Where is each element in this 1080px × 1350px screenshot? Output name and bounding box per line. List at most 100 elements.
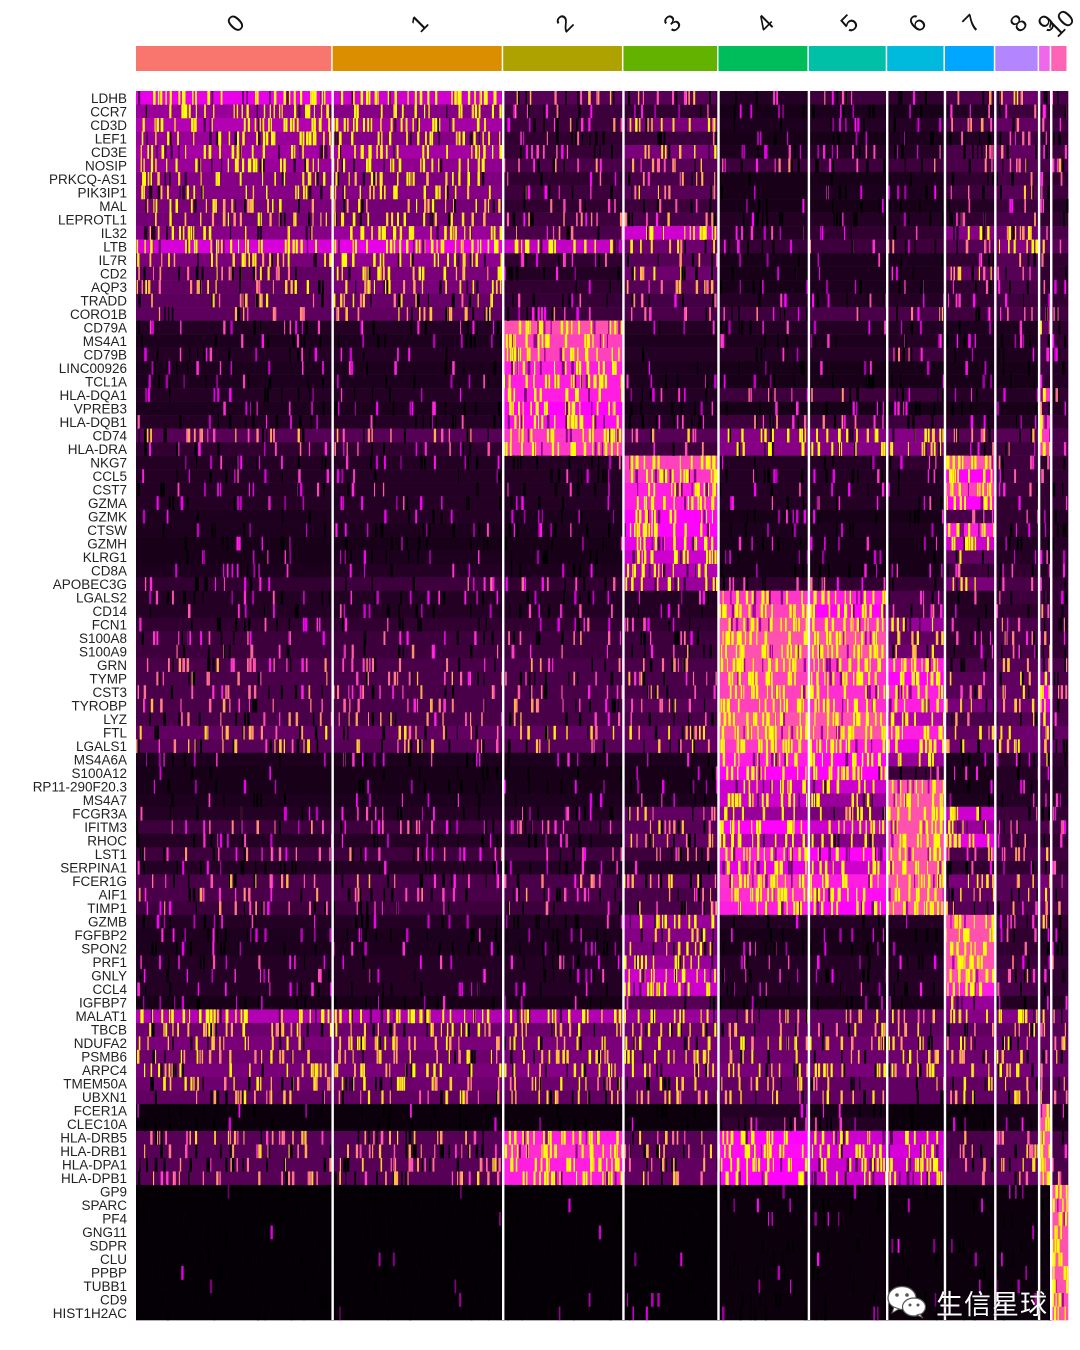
cell-streak	[702, 415, 704, 429]
cell-streak	[158, 307, 161, 321]
cell-streak	[521, 415, 523, 429]
cell-streak	[461, 212, 465, 227]
cell-streak	[539, 361, 542, 375]
cell-streak	[704, 239, 707, 254]
cell-streak	[272, 307, 275, 321]
cell-streak	[860, 361, 862, 375]
heat-cell-RP11-290F20.3-c5	[808, 779, 888, 794]
cell-streak	[897, 347, 900, 362]
heat-cell-GNLY-c8	[995, 968, 1040, 983]
cell-streak	[411, 307, 413, 321]
cell-streak	[353, 158, 356, 173]
cell-streak	[293, 158, 296, 173]
cell-streak	[776, 91, 778, 105]
cell-streak	[565, 320, 569, 335]
cell-streak	[723, 307, 725, 321]
cell-streak	[992, 172, 994, 186]
cell-streak	[971, 388, 973, 402]
cell-streak	[688, 469, 690, 483]
cell-streak	[334, 239, 337, 254]
cell-streak	[691, 253, 695, 267]
cell-streak	[671, 658, 674, 672]
heat-cell-NOSIP-c0	[136, 158, 333, 173]
heat-cell-TCL1A-c7	[944, 374, 996, 389]
cell-streak	[1063, 455, 1066, 470]
cell-streak	[470, 604, 472, 618]
cell-streak	[496, 469, 498, 483]
cell-streak	[735, 644, 738, 659]
cell-streak	[1018, 158, 1021, 173]
cell-streak	[490, 293, 492, 308]
cell-streak	[222, 536, 224, 551]
heat-cell-RHOC-c3	[623, 833, 719, 848]
heat-cell-CORO1B-c2	[503, 307, 624, 321]
cell-streak	[254, 550, 256, 564]
cell-streak	[974, 536, 977, 551]
cell-streak	[518, 307, 520, 321]
cell-streak	[245, 415, 247, 429]
cell-streak	[495, 91, 497, 105]
cell-streak	[756, 617, 758, 632]
heat-cell-FGFBP2-c1	[332, 928, 504, 943]
cell-streak	[433, 253, 436, 267]
heat-cell-TUBB1-c7	[944, 1279, 996, 1294]
cell-streak	[250, 401, 252, 416]
cell-streak	[305, 320, 308, 335]
cluster-label-1: 1	[405, 9, 434, 38]
cell-streak	[1057, 91, 1059, 105]
cell-streak	[564, 577, 566, 591]
cell-streak	[476, 482, 479, 497]
cell-streak	[193, 590, 196, 605]
heat-cell-GP9-c9	[1039, 1184, 1052, 1199]
cell-streak	[578, 320, 580, 335]
heat-cell-ARPC4-c7	[944, 1063, 996, 1078]
cell-streak	[246, 104, 249, 119]
cell-streak	[155, 212, 157, 227]
cell-streak	[904, 280, 906, 294]
cell-streak	[1001, 91, 1003, 105]
cell-streak	[546, 428, 549, 443]
cell-streak	[691, 536, 695, 551]
cell-streak	[355, 280, 357, 294]
cell-streak	[416, 671, 419, 686]
cell-streak	[857, 644, 860, 659]
cell-streak	[707, 590, 710, 605]
cell-streak	[806, 280, 809, 294]
cell-streak	[881, 644, 884, 659]
cell-streak	[523, 212, 526, 227]
cell-streak	[470, 131, 472, 146]
cell-streak	[372, 320, 375, 335]
cell-streak	[554, 482, 558, 497]
cell-streak	[831, 644, 834, 659]
cell-streak	[929, 212, 932, 227]
cell-streak	[828, 604, 831, 618]
cell-streak	[223, 320, 226, 335]
cell-streak	[661, 469, 664, 483]
cell-streak	[865, 131, 868, 146]
heat-cell-LEF1-c4	[718, 131, 810, 146]
cell-streak	[285, 320, 287, 335]
cell-streak	[764, 577, 766, 591]
cell-streak	[984, 158, 987, 173]
heat-cell-TMEM50A-c7	[944, 1076, 996, 1091]
cluster-header: 0 1 2 3 4 5 6 7 8 910	[136, 5, 1080, 71]
heat-cell-LDHB-c6	[887, 91, 946, 105]
cell-streak	[450, 307, 453, 321]
heat-cell-PF4-c1	[332, 1211, 504, 1226]
heat-cell-CD14-c7	[944, 604, 996, 619]
cell-streak	[695, 563, 696, 578]
cell-streak	[247, 118, 250, 132]
cell-streak	[508, 374, 511, 389]
heat-cell-CD8A-c9	[1039, 563, 1052, 578]
cell-streak	[339, 550, 342, 564]
cell-streak	[203, 550, 205, 564]
cell-streak	[912, 415, 915, 429]
heat-cell-PRKCQ-AS1-c5	[808, 172, 888, 186]
cell-streak	[896, 266, 898, 281]
cell-streak	[642, 266, 645, 281]
cell-streak	[549, 239, 552, 254]
cell-streak	[150, 185, 153, 200]
cell-streak	[1054, 280, 1057, 294]
cell-streak	[558, 226, 561, 240]
cell-streak	[345, 577, 347, 591]
